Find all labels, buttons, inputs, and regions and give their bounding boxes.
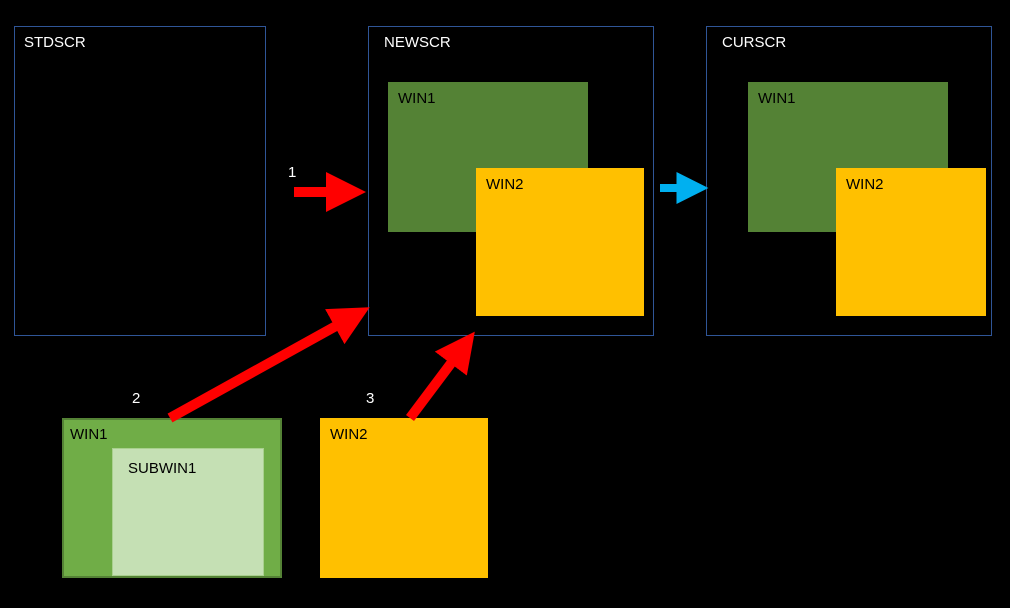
step-3-label: 3 [366,390,374,407]
curscr-label: CURSCR [722,34,786,51]
stdscr-label: STDSCR [24,34,86,51]
step-2-label: 2 [132,390,140,407]
newscr-win2-label: WIN2 [486,176,524,193]
arrow-3 [410,346,464,418]
bottom-win2-label: WIN2 [330,426,368,443]
bottom-win1-label: WIN1 [70,426,108,443]
newscr-win1-label: WIN1 [398,90,436,107]
curscr-win1-label: WIN1 [758,90,796,107]
stdscr-panel [14,26,266,336]
curscr-win2-label: WIN2 [846,176,884,193]
newscr-label: NEWSCR [384,34,451,51]
step-1-label: 1 [288,164,296,181]
subwin1-label: SUBWIN1 [128,460,196,477]
